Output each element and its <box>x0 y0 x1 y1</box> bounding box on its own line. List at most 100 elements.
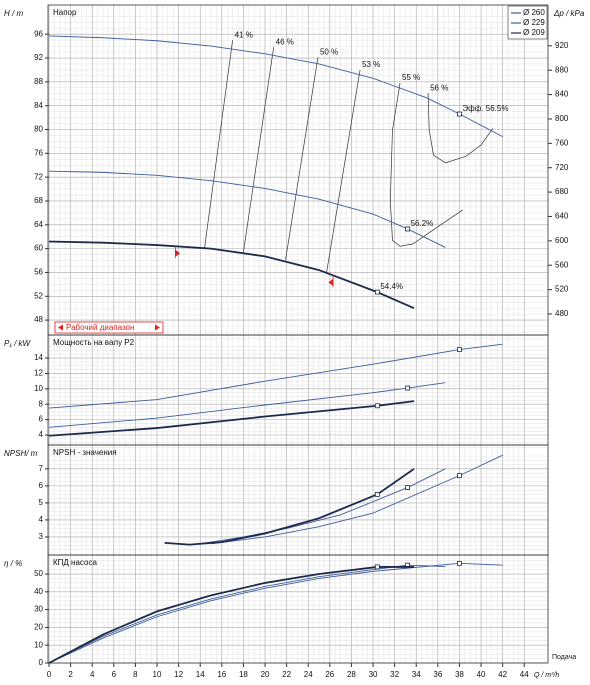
y-tick-label: 0 <box>39 658 44 667</box>
legend-label: Ø 260 <box>523 8 545 17</box>
y-tick-label: 40 <box>34 587 43 596</box>
y-axis-title: NPSH/ m <box>4 449 38 458</box>
y-tick-label: 6 <box>39 415 44 424</box>
y-tick-label: 8 <box>39 399 44 408</box>
y-tick-label: 48 <box>34 315 43 324</box>
y-tick-label: 96 <box>34 29 43 38</box>
y-tick-label: 84 <box>34 101 43 110</box>
curve <box>48 343 503 409</box>
curve <box>48 240 415 310</box>
iso-efficiency-label: 46 % <box>276 37 294 46</box>
curve <box>200 468 446 545</box>
y-tick-label: 72 <box>34 172 43 181</box>
x-tick-label: 34 <box>412 670 421 679</box>
x-tick-label: 18 <box>239 670 248 679</box>
operating-range-label: Рабочий диапазон <box>66 323 134 332</box>
y-tick-label: 12 <box>34 369 43 378</box>
duty-point <box>457 347 462 353</box>
x-tick-label: 6 <box>112 670 117 679</box>
duty-point <box>374 403 380 409</box>
x-tick-label: 26 <box>325 670 334 679</box>
x-tick-label: 44 <box>520 670 529 679</box>
iso-efficiency-line <box>389 82 463 247</box>
iso-efficiency-line <box>204 40 233 249</box>
panel-title: Мощность на валу P2 <box>53 338 135 347</box>
panel-title: КПД насоса <box>53 558 97 567</box>
duty-point-label: 54.4% <box>380 282 403 291</box>
x-axis-caption: Подача <box>552 654 576 661</box>
x-tick-label: 36 <box>433 670 442 679</box>
y-axis-title: η / % <box>4 559 22 568</box>
y-tick-label: 20 <box>34 623 43 632</box>
y-tick-label: 50 <box>34 569 43 578</box>
y-tick-label: 7 <box>39 464 44 473</box>
curve <box>48 382 446 428</box>
duty-point-label: Эфф. 56.5% <box>462 104 508 113</box>
y-tick-label: 80 <box>34 125 43 134</box>
y-tick-label: 10 <box>34 384 43 393</box>
duty-point <box>457 111 462 117</box>
y-tick-label: 68 <box>34 196 43 205</box>
panel-title: Напор <box>53 8 77 17</box>
y2-tick-label: 640 <box>555 212 569 221</box>
y2-tick-label: 480 <box>555 309 569 318</box>
panel-frame <box>47 554 549 664</box>
panel-frame <box>47 444 549 556</box>
y-tick-label: 30 <box>34 605 43 614</box>
iso-efficiency-line <box>326 69 361 273</box>
y2-tick-label: 760 <box>555 138 569 147</box>
iso-efficiency-label: 55 % <box>402 73 420 82</box>
iso-efficiency-label: 50 % <box>320 48 338 57</box>
y2-tick-label: 520 <box>555 285 569 294</box>
operating-range-flag <box>174 246 181 259</box>
duty-point <box>457 473 462 479</box>
arrow-left <box>58 324 63 331</box>
y2-axis-title: Δp / kPa <box>553 9 585 18</box>
y-tick-label: 92 <box>34 53 43 62</box>
y-tick-label: 4 <box>39 430 44 439</box>
x-tick-label: 24 <box>304 670 313 679</box>
y-tick-label: 60 <box>34 244 43 253</box>
x-tick-label: 16 <box>217 670 226 679</box>
legend-label: Ø 209 <box>523 28 545 37</box>
x-tick-label: 42 <box>498 670 507 679</box>
y-tick-label: 6 <box>39 481 44 490</box>
iso-efficiency-label: 53 % <box>362 60 380 69</box>
duty-point <box>457 560 462 566</box>
x-tick-label: 20 <box>261 670 270 679</box>
x-tick-label: 38 <box>455 670 464 679</box>
operating-range-frame <box>54 321 164 334</box>
iso-efficiency-line <box>427 93 494 164</box>
duty-point <box>374 289 380 295</box>
y-tick-label: 3 <box>39 532 44 541</box>
x-tick-label: 40 <box>477 670 486 679</box>
duty-point <box>374 564 380 570</box>
y-tick-label: 10 <box>34 640 43 649</box>
y-tick-label: 56 <box>34 268 43 277</box>
x-tick-label: 10 <box>153 670 162 679</box>
x-tick-label: 22 <box>282 670 291 679</box>
y-tick-label: 4 <box>39 515 44 524</box>
x-axis-title: Q / m³/h <box>534 672 559 679</box>
y2-tick-label: 920 <box>555 41 569 50</box>
panel-frame <box>47 334 549 446</box>
y2-tick-label: 880 <box>555 65 569 74</box>
y-tick-label: 52 <box>34 291 43 300</box>
x-tick-label: 14 <box>196 670 205 679</box>
y2-tick-label: 560 <box>555 260 569 269</box>
y-tick-label: 76 <box>34 148 43 157</box>
duty-point <box>405 485 410 490</box>
arrow-right <box>155 324 160 331</box>
x-tick-label: 28 <box>347 670 356 679</box>
curve <box>48 400 415 437</box>
panel-title: NPSH - значения <box>53 448 117 457</box>
iso-efficiency-label: 56 % <box>430 83 448 92</box>
y2-tick-label: 680 <box>555 187 569 196</box>
x-tick-label: 30 <box>369 670 378 679</box>
curve <box>48 35 503 138</box>
x-tick-label: 4 <box>90 670 95 679</box>
iso-efficiency-line <box>285 57 319 261</box>
iso-efficiency-line <box>243 47 275 253</box>
y-tick-label: 5 <box>39 498 44 507</box>
curve <box>48 566 415 664</box>
